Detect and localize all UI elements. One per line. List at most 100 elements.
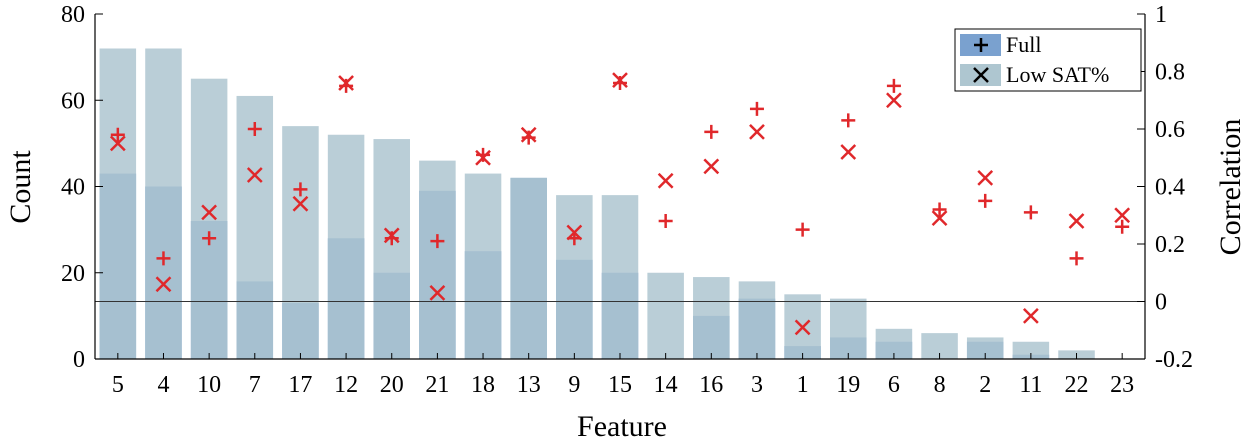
bar-low-sat-3 [738,281,776,359]
bar-low-sat-13 [510,177,547,359]
y-left-tick-label-80: 80 [61,2,85,28]
plus-marker-21 [430,234,445,249]
legend-plus [974,38,988,52]
y-right-tick-label-1: 1 [1155,2,1167,28]
cross-marker-16-b [703,158,720,175]
plus-marker-4 [156,251,171,266]
plus-marker-7 [247,122,262,136]
legend-cross [973,67,989,83]
x-tick-label-13: 13 [517,372,541,398]
x-tick-label-17: 17 [288,372,312,398]
cross-marker-6 [886,92,902,109]
cross-marker-5-b [109,135,126,152]
bar-low-sat-7 [236,95,274,359]
x-tick-label-11: 11 [1019,372,1042,398]
plus-marker-14 [658,214,673,228]
bar-low-sat-17 [282,126,319,359]
cross-marker-19-b [840,144,857,160]
legend-cross-b [973,67,989,83]
bar-low-sat-9 [556,195,593,359]
scatter-layer [109,72,1131,336]
cross-marker-14-b [657,172,674,189]
legend-label-low-sat: Low SAT% [1006,62,1109,87]
plus-marker-22 [1069,251,1084,266]
x-tick-label-3: 3 [751,372,763,398]
plus-marker-16 [704,124,719,139]
x-tick-label-18: 18 [471,372,495,398]
cross-marker-18-b [475,149,491,166]
x-tick-label-8: 8 [934,372,946,398]
y-left-tick-label-0: 0 [73,347,85,373]
cross-marker-21 [429,284,446,301]
cross-marker-10 [201,204,218,221]
cross-marker-22-b [1068,213,1085,229]
cross-marker-17 [292,195,309,212]
cross-marker-2-b [977,169,994,186]
cross-marker-8-b [931,210,948,227]
bar-low-sat-10 [190,78,228,359]
cross-marker-13-b [520,126,537,143]
y-right-tick-label--0.2: -0.2 [1155,347,1193,373]
bar-low-sat-2 [966,337,1004,359]
x-tick-label-1: 1 [797,372,809,398]
y-right-tick-label-0.2: 0.2 [1155,232,1185,258]
cross-marker-12-b [338,75,354,91]
plus-marker-3 [749,101,764,116]
cross-marker-17-b [292,195,309,212]
plus-marker-11 [1023,205,1038,220]
cross-marker-7-b [246,167,263,183]
legend: Full Low SAT% [954,28,1142,92]
bar-low-sat-15 [601,195,639,359]
cross-marker-22 [1068,213,1085,229]
cross-marker-7 [246,167,263,183]
x-tick-label-10: 10 [197,372,221,398]
cross-marker-8 [931,210,948,227]
plus-marker-15 [613,76,627,90]
x-tick-label-7: 7 [249,372,261,398]
plus-marker-23 [1115,219,1130,234]
plus-marker-6 [886,78,901,93]
cross-marker-15 [612,72,628,89]
x-tick-label-23: 23 [1110,372,1134,398]
cross-marker-21-b [429,284,446,301]
plus-marker-17 [293,182,308,197]
legend-label-full: Full [1006,32,1041,57]
x-axis-title: Feature [577,410,667,441]
bar-low-sat-20 [373,139,410,359]
cross-marker-11 [1022,307,1039,324]
x-tick-label-22: 22 [1065,372,1089,398]
x-tick-label-6: 6 [888,372,900,398]
y-right-tick-label-0.8: 0.8 [1155,60,1185,86]
cross-marker-3 [749,123,765,140]
x-tick-label-21: 21 [425,372,449,398]
cross-marker-1-b [794,319,811,336]
cross-marker-12 [338,75,354,91]
bar-low-sat-21 [419,160,456,359]
cross-marker-4-b [155,276,172,293]
cross-marker-3-b [749,123,765,140]
legend-plus-marker [974,38,988,52]
x-tick-label-9: 9 [568,372,580,398]
x-tick-label-5: 5 [112,372,124,398]
legend-cross-marker [973,67,989,83]
cross-marker-19 [840,144,857,160]
x-tick-label-14: 14 [654,372,678,398]
plus-marker-10 [202,231,217,246]
plus-marker-18 [476,147,491,162]
cross-marker-13 [520,126,537,143]
bar-layer [99,48,1095,359]
y-left-tick-label-40: 40 [61,175,85,201]
x-tick-label-16: 16 [699,372,723,398]
cross-marker-4 [155,276,172,293]
cross-marker-16 [703,158,720,175]
cross-marker-18 [475,149,491,166]
cross-marker-14 [657,172,674,189]
x-tick-label-20: 20 [380,372,404,398]
plus-marker-5 [110,127,125,142]
bar-low-sat-18 [464,173,502,359]
cross-marker-10-b [201,204,218,221]
cross-marker-11-b [1022,307,1039,324]
y-right-tick-label-0.4: 0.4 [1155,175,1185,201]
plus-marker-8 [932,202,947,217]
